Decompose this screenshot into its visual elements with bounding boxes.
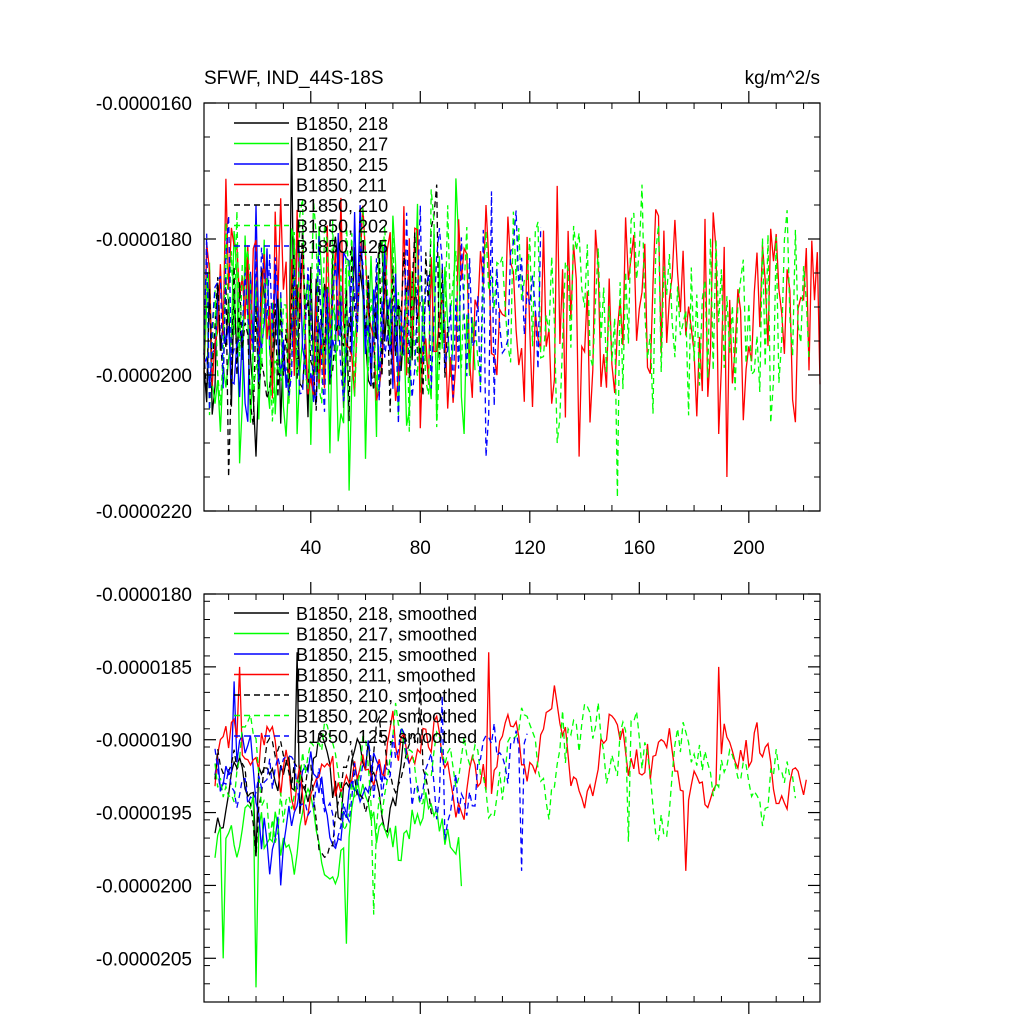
series-line bbox=[214, 776, 463, 988]
legend-label: B1850, 215, smoothed bbox=[296, 645, 477, 665]
y-tick-label: -0.0000190 bbox=[96, 731, 192, 752]
bottom-panel: -0.0000180 -0.0000185 -0.0000190 -0.0000195… bbox=[96, 582, 821, 1014]
series-group bbox=[203, 136, 821, 498]
legend-label: B1850, 202, smoothed bbox=[296, 707, 477, 727]
axes: -0.0000180 -0.0000185 -0.0000190 -0.0000195… bbox=[96, 582, 821, 1014]
legend-label: B1850, 211, smoothed bbox=[296, 666, 476, 686]
x-tick-label: 120 bbox=[514, 538, 546, 559]
series-line bbox=[203, 184, 449, 478]
y-tick-label: -0.0000180 bbox=[96, 585, 192, 606]
x-tick-label: 80 bbox=[410, 538, 431, 559]
y-tick-label: -0.0000160 bbox=[96, 94, 192, 115]
legend-label: B1850, 217 bbox=[296, 135, 388, 155]
series-line bbox=[203, 178, 821, 478]
legend-label: B1850, 218 bbox=[296, 114, 388, 134]
title-left: SFWF, IND_44S-18S bbox=[204, 68, 384, 89]
legend-label: B1850, 211 bbox=[296, 176, 387, 196]
legend-label: B1850, 202 bbox=[296, 217, 388, 237]
y-tick-label: -0.0000180 bbox=[96, 230, 192, 251]
y-tick-label: -0.0000185 bbox=[96, 658, 192, 679]
y-tick-label: -0.0000200 bbox=[96, 876, 192, 897]
x-tick-label: 160 bbox=[623, 538, 655, 559]
legend-label: B1850, 210 bbox=[296, 196, 388, 216]
legend-label: B1850, 215 bbox=[296, 155, 388, 175]
series-line bbox=[203, 191, 542, 457]
legend-label: B1850, 217, smoothed bbox=[296, 625, 477, 645]
y-tick-label: -0.0000220 bbox=[96, 502, 192, 523]
legend-label: B1850, 125, smoothed bbox=[296, 727, 477, 747]
series-line bbox=[214, 681, 435, 859]
x-tick-label: 200 bbox=[733, 538, 765, 559]
y-tick-label: -0.0000205 bbox=[96, 949, 192, 970]
title-right: kg/m^2/s bbox=[745, 68, 820, 89]
plot-frame bbox=[203, 593, 821, 1003]
legend-label: B1850, 210, smoothed bbox=[296, 686, 477, 706]
series-group bbox=[214, 652, 807, 988]
axes: -0.0000160 -0.0000180 -0.0000200 -0.0000220… bbox=[96, 91, 821, 559]
series-line bbox=[214, 695, 528, 871]
top-panel: SFWF, IND_44S-18S kg/m^2/s -0.0000160-0.… bbox=[96, 68, 821, 559]
legend-label: B1850, 218, smoothed bbox=[296, 604, 477, 624]
series-line bbox=[214, 702, 797, 915]
x-tick-label: 40 bbox=[300, 538, 321, 559]
y-tick-label: -0.0000200 bbox=[96, 366, 192, 387]
y-tick-label: -0.0000195 bbox=[96, 804, 192, 825]
legend-label: B1850, 125 bbox=[296, 237, 388, 257]
series-line bbox=[214, 652, 807, 871]
